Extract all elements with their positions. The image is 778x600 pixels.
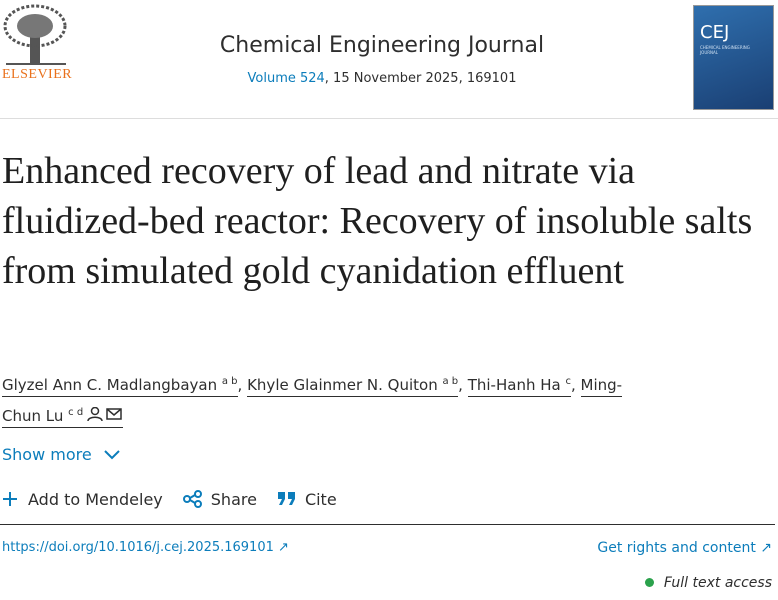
author-list: Glyzel Ann C. Madlangbayan a b, Khyle Gl… <box>2 368 642 430</box>
show-more-text: Show more <box>2 445 92 464</box>
separator: , <box>570 376 576 394</box>
author-name: Thi-Hanh Ha <box>467 376 561 394</box>
affiliation: a b <box>221 376 238 387</box>
author[interactable]: Ming-Chun Lu c d <box>2 376 623 428</box>
issue-info: , 15 November 2025, 169101 <box>324 71 517 86</box>
cover-title: CEJ <box>700 22 730 43</box>
external-arrow: ↗ <box>760 540 772 556</box>
action-label: Share <box>210 490 257 509</box>
plus-icon <box>3 492 17 506</box>
chevron-icon <box>104 450 120 460</box>
action-label: Add to Mendeley <box>28 490 163 509</box>
publisher-name: ELSEVIER <box>2 67 73 82</box>
affiliation: c <box>565 376 571 387</box>
affiliation: a b <box>442 376 459 387</box>
access-dot <box>644 578 654 587</box>
access-text: Full text access <box>663 575 772 591</box>
author[interactable]: Thi-Hanh Ha c <box>467 376 571 397</box>
volume-link[interactable]: Volume 524 <box>247 71 325 86</box>
show-more[interactable]: Show more <box>2 445 121 464</box>
external-arrow: ↗ <box>278 540 289 555</box>
share-icon <box>182 490 202 508</box>
access-status: Full text access <box>644 575 772 591</box>
cover-subtitle: CHEMICAL ENGINEERING JOURNAL <box>700 45 750 55</box>
doi-link[interactable]: https://doi.org/10.1016/j.cej.2025.16910… <box>2 540 289 555</box>
action-label: Cite <box>304 490 337 509</box>
header-divider <box>0 118 778 119</box>
journal-cover[interactable]: CEJ CHEMICAL ENGINEERING JOURNAL <box>693 5 774 110</box>
author-name: Glyzel Ann C. Madlangbayan <box>2 376 218 394</box>
author-name: Ming-Chun Lu <box>2 376 623 425</box>
quote-icon <box>277 492 295 505</box>
rights-text: Get rights and content <box>597 540 756 556</box>
author-icons <box>87 406 122 422</box>
author[interactable]: Khyle Glainmer N. Quiton a b <box>247 376 459 397</box>
share-button[interactable]: Share <box>182 490 257 509</box>
doi-text: https://doi.org/10.1016/j.cej.2025.16910… <box>2 540 274 555</box>
rights-link[interactable]: Get rights and content ↗ <box>597 540 772 556</box>
article-title: Enhanced recovery of lead and nitrate vi… <box>2 150 753 292</box>
mendeley-button[interactable]: Add to Mendeley <box>2 490 163 509</box>
separator: , <box>237 376 243 394</box>
separator: , <box>458 376 463 394</box>
author[interactable]: Glyzel Ann C. Madlangbayan a b <box>2 376 238 397</box>
volume-line: Volume 524, 15 November 2025, 169101 <box>0 71 764 86</box>
journal-title[interactable]: Chemical Engineering Journal <box>219 33 545 58</box>
affiliation: c d <box>68 407 84 418</box>
action-bar: Add to Mendeley Share Cite <box>2 490 337 509</box>
cite-button[interactable]: Cite <box>277 490 337 509</box>
action-divider <box>0 524 775 525</box>
author-name: Khyle Glainmer N. Quiton <box>247 376 438 394</box>
elsevier-tree-logo <box>3 4 67 65</box>
